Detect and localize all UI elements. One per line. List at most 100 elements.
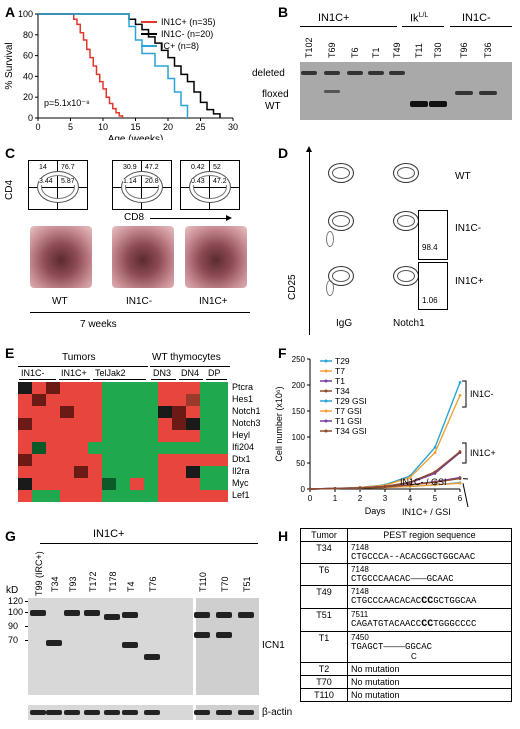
heatmap-column-bracket <box>19 379 56 380</box>
cd25-plot <box>318 153 376 201</box>
heatmap-cell <box>74 466 88 478</box>
heatmap-cell <box>158 490 172 502</box>
gene-label: Lef1 <box>232 490 250 500</box>
mouse-genotype-label: IN1C+ <box>199 296 228 307</box>
y-tick-label: 250 <box>292 355 306 364</box>
heatmap-cell <box>88 478 102 490</box>
quadrant-value: 0.43 <box>191 178 205 185</box>
quadrant-value: 5.87 <box>61 178 75 185</box>
heatmap-cell <box>46 454 60 466</box>
heatmap-cell <box>200 478 214 490</box>
notch1-gate <box>418 210 448 260</box>
heatmap-cell <box>130 478 144 490</box>
heatmap-cell <box>214 394 228 406</box>
gene-label: Notch1 <box>232 406 261 416</box>
annotation: IN1C- / GSI <box>400 477 447 487</box>
molecular-weight-marker: 70 <box>8 635 19 645</box>
panel-label-f: F <box>278 345 287 361</box>
mouse-dissection-photo <box>30 226 92 288</box>
growth-point <box>333 487 337 490</box>
heatmap-cell <box>214 430 228 442</box>
cd25-plot <box>383 205 441 253</box>
legend-entry: T34 <box>335 386 350 396</box>
heatmap-cell <box>116 430 130 442</box>
tumor-id: T70 <box>300 675 348 689</box>
heatmap-cell <box>186 406 200 418</box>
deleted-band <box>389 71 405 75</box>
legend-marker <box>324 379 328 383</box>
annotation: IN1C+ / GSI <box>402 507 451 517</box>
annotation: IN1C+ <box>470 448 496 458</box>
y-tick-label: 80 <box>23 30 33 40</box>
gene-label: Heyl <box>232 430 251 440</box>
x-tick-label: 5 <box>433 494 438 503</box>
legend-marker <box>324 429 328 433</box>
floxed-band <box>324 90 340 93</box>
cell-population <box>393 163 419 183</box>
x-tick-label: 2 <box>358 494 363 503</box>
cell-population <box>189 171 231 203</box>
table-row: T110 No mutation <box>300 688 512 702</box>
blot-lane-label: T76 <box>148 576 158 592</box>
heatmap-cell <box>116 478 130 490</box>
heatmap-cell <box>18 478 32 490</box>
heatmap-cell <box>88 394 102 406</box>
heatmap-cell <box>60 478 74 490</box>
pest-mutation-table: Tumor PEST region sequence T34 7148 CTGCCC… <box>300 528 512 702</box>
growth-point <box>383 485 387 489</box>
heatmap-column-label: TelJak2 <box>95 368 126 378</box>
legend-marker <box>324 359 328 363</box>
heatmap-cell <box>32 418 46 430</box>
heatmap-cell <box>200 454 214 466</box>
heatmap-cell <box>74 382 88 394</box>
table-header-tumor: Tumor <box>300 528 348 542</box>
heatmap-cell <box>18 382 32 394</box>
annotation-arrow <box>462 483 469 508</box>
growth-series-0 <box>309 382 461 490</box>
heatmap-cell <box>18 454 32 466</box>
icn1-band <box>122 642 138 648</box>
heatmap-cell <box>46 382 60 394</box>
heatmap-cell <box>46 466 60 478</box>
actin-band <box>46 710 62 715</box>
quadrant-value: 3.44 <box>39 178 53 185</box>
legend-entry: T29 GSI <box>335 396 367 406</box>
heatmap-cell <box>172 466 186 478</box>
pest-sequence: 7148 CTGCCCAACACACCCGCTGGCAA <box>347 585 512 609</box>
growth-point <box>458 481 462 485</box>
growth-point <box>458 394 462 397</box>
table-row: T34 7148 CTGCCCA--ACACGGCTGGCAAC <box>300 541 512 564</box>
heatmap-cell <box>102 418 116 430</box>
heatmap-cell <box>144 478 158 490</box>
x-tick-label: 15 <box>130 122 140 132</box>
heatmap-cell <box>214 478 228 490</box>
gel-lane-label: T102 <box>304 37 314 58</box>
heatmap-column-bracket <box>179 379 203 380</box>
legend-entry: T1 GSI <box>335 416 362 426</box>
heatmap-cell <box>18 418 32 430</box>
table-row: T51 7511 CAGATGTACAACCCCTGGGCCCC <box>300 608 512 632</box>
gel-lane-label: T6 <box>350 47 360 58</box>
blot-lane-label: T93 <box>68 576 78 592</box>
actin-band <box>64 710 80 715</box>
pest-sequence: No mutation <box>347 662 512 676</box>
growth-point <box>433 470 437 474</box>
heatmap-cell <box>32 394 46 406</box>
p-value: p=5.1x10⁻⁸ <box>44 98 90 108</box>
heatmap-cell <box>116 442 130 454</box>
heatmap-cell <box>102 490 116 502</box>
tumor-id: T49 <box>300 585 348 609</box>
quadrant-value: 1.14 <box>123 178 137 185</box>
heatmap-cell <box>102 430 116 442</box>
heatmap-cell <box>60 442 74 454</box>
heatmap-cell <box>158 394 172 406</box>
gel-lane-label: T69 <box>327 42 337 58</box>
heatmap-cell <box>18 406 32 418</box>
heatmap-cell <box>130 394 144 406</box>
band-label-wt: WT <box>265 101 281 112</box>
table-header-sequence: PEST region sequence <box>347 528 512 542</box>
y-axis-label: Cell number (x10⁶) <box>274 386 284 461</box>
cell-population <box>393 266 419 286</box>
y-tick-label: 60 <box>23 51 33 61</box>
growth-point <box>433 446 437 449</box>
